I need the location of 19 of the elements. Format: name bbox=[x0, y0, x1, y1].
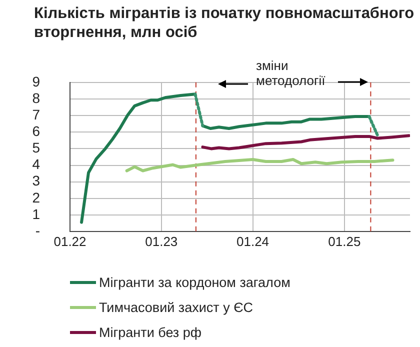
legend-label: Тимчасовий захист у ЄС bbox=[99, 300, 254, 315]
y-tick-label: 8 bbox=[32, 90, 40, 106]
chart-title: Кількість мігрантів із початку повномасштабного вторгнення, млн осіб bbox=[34, 4, 416, 42]
legend-label: Мігранти без рф bbox=[99, 325, 202, 340]
y-tick-label: 9 bbox=[32, 73, 40, 90]
x-tick-label: 01.24 bbox=[236, 234, 270, 249]
y-tick-label: 1 bbox=[32, 206, 40, 222]
y-tick-label: 5 bbox=[32, 140, 40, 156]
x-tick-label: 01.25 bbox=[328, 234, 361, 249]
y-tick-label: 7 bbox=[32, 106, 40, 122]
x-tick-label: 01.23 bbox=[145, 234, 178, 249]
y-tick-label: 4 bbox=[32, 156, 40, 172]
legend-label: Мігранти за кордоном загалом bbox=[99, 275, 290, 290]
y-tick-label: 2 bbox=[32, 189, 40, 206]
y-tick-label: 3 bbox=[32, 172, 40, 189]
y-tick-label: 6 bbox=[32, 122, 40, 139]
x-tick-label: 01.22 bbox=[54, 234, 86, 249]
y-tick-label: - bbox=[35, 222, 40, 238]
annotation: зміни методології bbox=[256, 58, 326, 88]
